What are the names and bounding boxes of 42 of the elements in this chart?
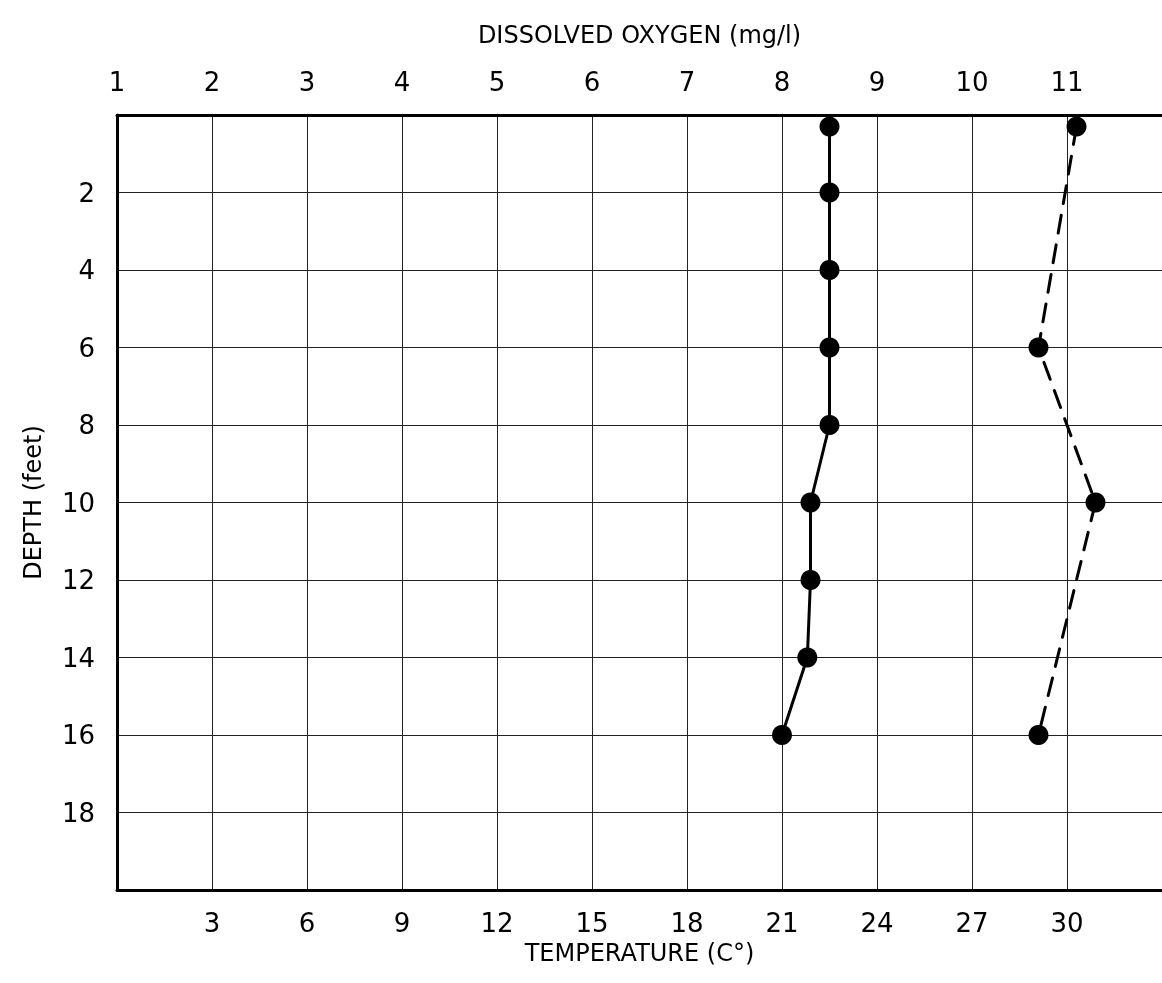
- x-tick-label: 30: [1050, 908, 1084, 938]
- point: [819, 415, 840, 435]
- y-tick-label: 10: [61, 487, 95, 518]
- x2-tick-label: 2: [203, 67, 221, 97]
- x-tick-label: 18: [670, 908, 704, 938]
- x2-tick-label: 5: [488, 67, 506, 97]
- x2-axis-title: DISSOLVED OXYGEN (mg/l): [477, 21, 802, 49]
- point: [772, 725, 792, 745]
- x2-tick-label: 9: [868, 67, 886, 97]
- x-tick-label: 15: [575, 908, 609, 938]
- x-tick-label: 6: [298, 908, 316, 938]
- y-tick-label: 8: [78, 410, 95, 440]
- x2-tick-label: 6: [583, 67, 601, 97]
- point: [819, 182, 840, 203]
- x-tick-label: 3: [203, 908, 221, 938]
- x2-tick-label: 4: [393, 67, 411, 97]
- point: [819, 116, 840, 137]
- x2-tick-label: 10: [955, 67, 989, 97]
- y-tick-label: 4: [78, 255, 95, 285]
- y-tick-label: 2: [78, 177, 95, 208]
- x2-tick-label: 3: [298, 67, 316, 97]
- y-tick-label: 6: [78, 332, 95, 363]
- point: [819, 337, 840, 358]
- y-tick-label: 16: [61, 720, 95, 750]
- x-tick-label: 9: [393, 908, 411, 938]
- x2-tick-label: 11: [1050, 67, 1084, 97]
- point: [819, 260, 840, 280]
- x-axis-title: TEMPERATURE (C°): [523, 938, 755, 967]
- y-axis-title: DEPTH (feet): [19, 425, 47, 580]
- x-tick-label: 21: [765, 908, 799, 938]
- point: [797, 647, 818, 668]
- x-tick-label: 12: [480, 908, 514, 938]
- x2-tick-label: 8: [773, 67, 791, 97]
- x2-tick-label: 1: [108, 67, 126, 97]
- x2-tick-label: 7: [678, 67, 696, 97]
- y-tick-label: 12: [61, 565, 95, 595]
- x-tick-label: 27: [955, 908, 989, 938]
- y-tick-label: 18: [61, 797, 95, 828]
- point: [800, 570, 821, 590]
- y-tick-label: 14: [61, 642, 95, 673]
- x-tick-label: 24: [860, 908, 894, 938]
- point: [800, 492, 821, 513]
